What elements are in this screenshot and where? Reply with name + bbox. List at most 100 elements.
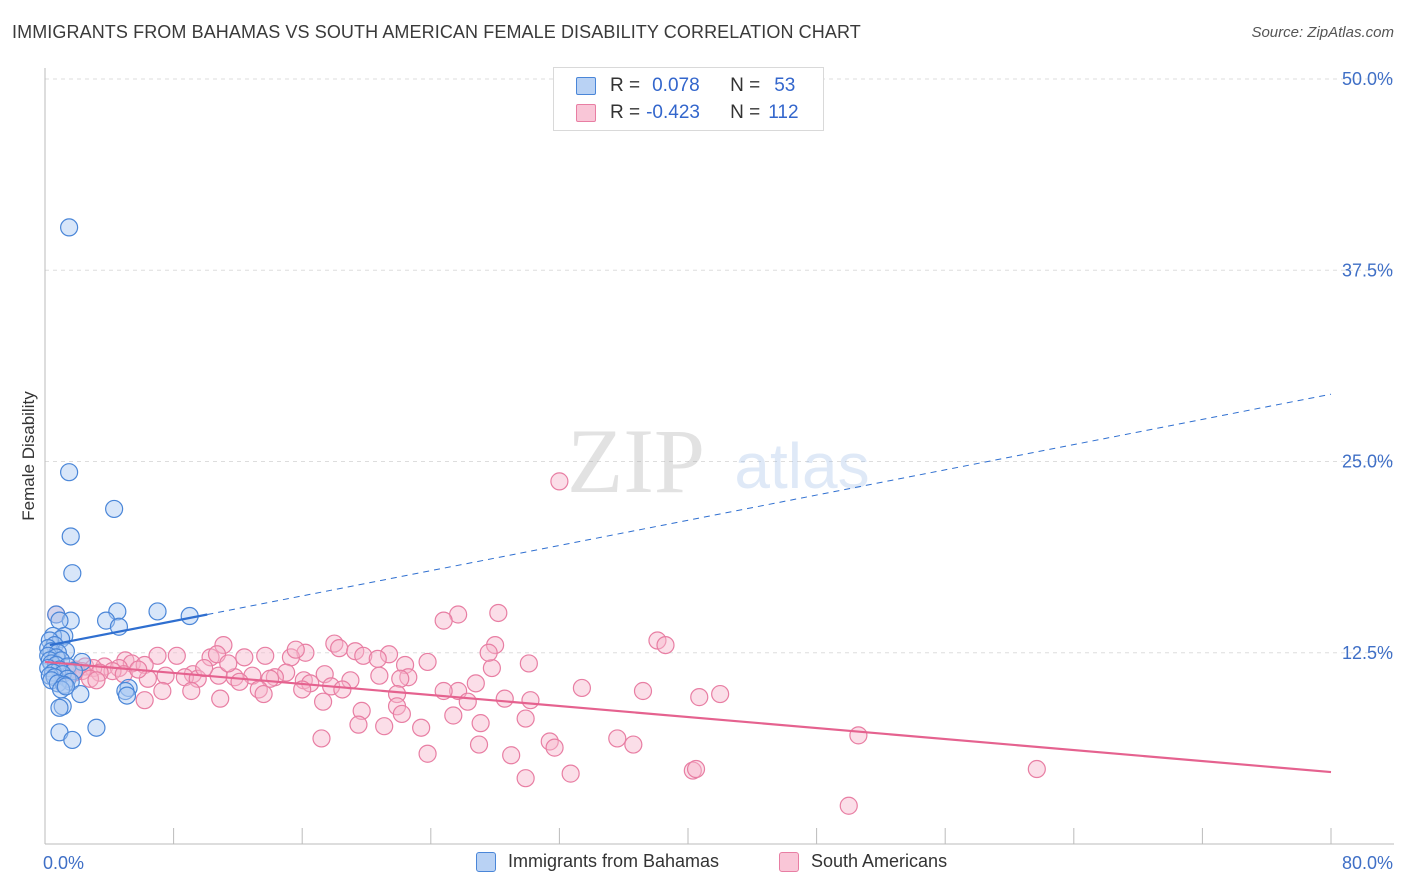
data-point-south-americans [482, 658, 501, 678]
data-point-south-americans [370, 666, 389, 685]
south-americans-points [47, 472, 1046, 815]
watermark-zip: ZIP [567, 410, 705, 512]
data-point-bahamas [105, 499, 124, 519]
data-point-south-americans [333, 680, 352, 699]
data-point-south-americans [839, 796, 858, 815]
data-point-south-americans [87, 671, 106, 690]
y-tick-label: 50.0% [1342, 69, 1393, 89]
legend-n-value: 112 [768, 102, 799, 123]
data-point-south-americans [489, 603, 508, 623]
y-tick-label: 25.0% [1342, 452, 1393, 472]
data-point-south-americans [471, 714, 490, 733]
data-point-bahamas [61, 527, 80, 546]
data-point-south-americans [519, 654, 538, 673]
watermark-atlas: atlas [734, 430, 869, 502]
y-tick-labels: 12.5% 25.0% 37.5% 50.0% [1342, 69, 1393, 663]
legend-swatch-pink [576, 104, 596, 122]
trend-line-bahamas [49, 613, 208, 647]
data-point-south-americans [277, 663, 296, 682]
data-point-south-americans [352, 701, 371, 720]
data-point-bahamas [63, 564, 82, 583]
data-point-south-americans [521, 691, 540, 710]
data-point-south-americans [379, 645, 399, 664]
data-point-south-americans [167, 646, 186, 665]
data-point-south-americans [495, 689, 514, 708]
data-point-south-americans [540, 732, 559, 751]
legend-row-south-americans: R = -0.423 N = 112 [576, 101, 799, 125]
data-point-south-americans [313, 692, 333, 711]
data-point-bahamas [71, 684, 90, 704]
data-point-south-americans [711, 684, 730, 704]
y-axis-label: Female Disability [19, 391, 38, 521]
bottom-legend-swatch-pink [779, 851, 799, 872]
data-point-bahamas [50, 698, 69, 717]
data-point-bahamas [117, 686, 137, 705]
data-point-south-americans [153, 681, 172, 701]
data-point-south-americans [444, 706, 463, 725]
trend-lines [44, 393, 1332, 774]
data-point-south-americans [135, 691, 154, 710]
data-point-south-americans [80, 669, 100, 688]
data-point-south-americans [354, 646, 373, 665]
data-point-south-americans [550, 472, 569, 491]
data-point-bahamas [119, 678, 138, 698]
legend-n-label: N = [730, 102, 761, 123]
data-point-south-americans [502, 746, 521, 765]
data-point-south-americans [458, 692, 477, 711]
data-point-south-americans [286, 640, 305, 659]
data-point-south-americans [256, 646, 275, 665]
data-point-south-americans [656, 635, 675, 655]
legend-row-bahamas: R = 0.078 N = 53 [576, 74, 795, 98]
bottom-legend-label: Immigrants from Bahamas [508, 851, 720, 871]
data-point-south-americans [466, 674, 485, 693]
trend-line-bahamas-extrapolated [207, 393, 1332, 615]
data-point-south-americans [849, 726, 868, 745]
data-point-south-americans [516, 769, 535, 788]
data-point-south-americans [391, 669, 410, 688]
legend-n-value: 53 [774, 75, 796, 96]
legend-r-label: R = [610, 75, 641, 96]
bottom-legend-label: South Americans [811, 851, 948, 871]
data-point-south-americans [690, 688, 709, 707]
data-point-south-americans [182, 681, 201, 701]
data-point-bahamas [87, 718, 106, 737]
data-point-south-americans [479, 643, 498, 662]
data-point-south-americans [412, 718, 431, 737]
data-point-south-americans [148, 646, 167, 665]
data-point-south-americans [608, 729, 627, 748]
x-tick-labels: 0.0% 80.0% [43, 853, 1393, 873]
data-point-south-americans [330, 639, 349, 658]
data-point-south-americans [254, 684, 273, 704]
data-point-bahamas [50, 611, 69, 630]
watermark: ZIP atlas [567, 410, 870, 512]
legend-swatch-blue [576, 77, 596, 95]
bottom-legend-south-americans: South Americans [779, 851, 947, 872]
data-point-south-americans [561, 764, 580, 783]
data-point-south-americans [633, 681, 653, 701]
data-point-south-americans [235, 648, 254, 667]
y-tick-label: 12.5% [1342, 643, 1393, 663]
data-point-south-americans [214, 635, 233, 655]
data-point-bahamas [63, 730, 82, 750]
data-point-bahamas [148, 602, 167, 621]
data-point-south-americans [260, 669, 280, 688]
data-point-south-americans [156, 666, 175, 685]
x-tick-label: 0.0% [43, 853, 84, 873]
bottom-legend-bahamas: Immigrants from Bahamas [476, 851, 719, 872]
data-point-south-americans [211, 689, 230, 708]
legend-r-value: -0.423 [646, 102, 700, 123]
axes [44, 68, 1394, 845]
x-tick-label: 80.0% [1342, 853, 1393, 873]
chart-title: IMMIGRANTS FROM BAHAMAS VS SOUTH AMERICA… [12, 22, 861, 42]
data-point-bahamas [60, 463, 79, 482]
data-point-south-americans [572, 678, 592, 698]
data-point-south-americans [368, 649, 387, 668]
data-point-south-americans [516, 709, 535, 728]
data-point-south-americans [312, 729, 331, 748]
trend-line-south-americans [44, 660, 1332, 774]
data-point-south-americans [392, 704, 411, 724]
data-point-south-americans [686, 759, 706, 779]
data-point-south-americans [219, 654, 238, 673]
legend-n-label: N = [730, 75, 761, 96]
